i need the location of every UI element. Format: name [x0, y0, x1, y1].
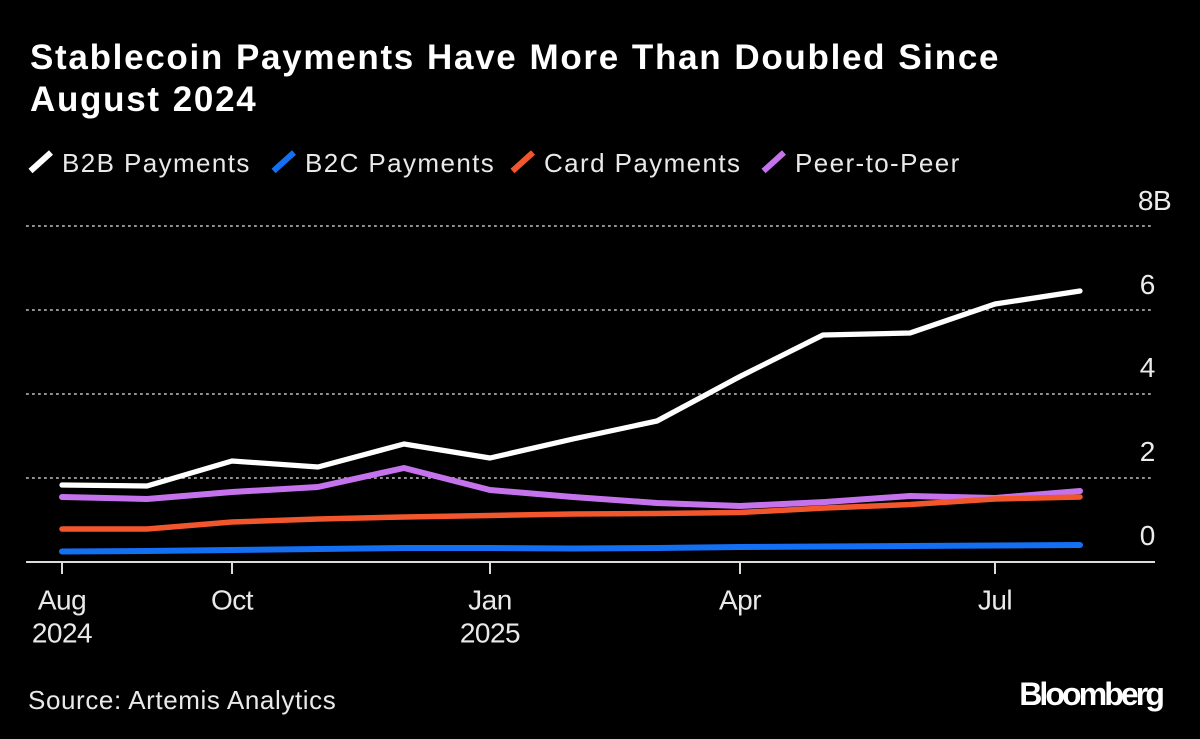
svg-text:Jan: Jan — [468, 585, 512, 616]
svg-text:4: 4 — [1140, 352, 1156, 383]
svg-text:2025: 2025 — [460, 618, 520, 649]
svg-text:2024: 2024 — [32, 618, 92, 649]
svg-text:Oct: Oct — [211, 585, 254, 616]
svg-text:Aug: Aug — [38, 585, 86, 616]
svg-text:8B: 8B — [1138, 185, 1171, 216]
svg-text:2: 2 — [1140, 436, 1156, 467]
svg-text:Jul: Jul — [978, 585, 1012, 616]
svg-text:6: 6 — [1140, 269, 1156, 300]
svg-text:Apr: Apr — [719, 585, 761, 616]
svg-text:0: 0 — [1140, 520, 1156, 551]
